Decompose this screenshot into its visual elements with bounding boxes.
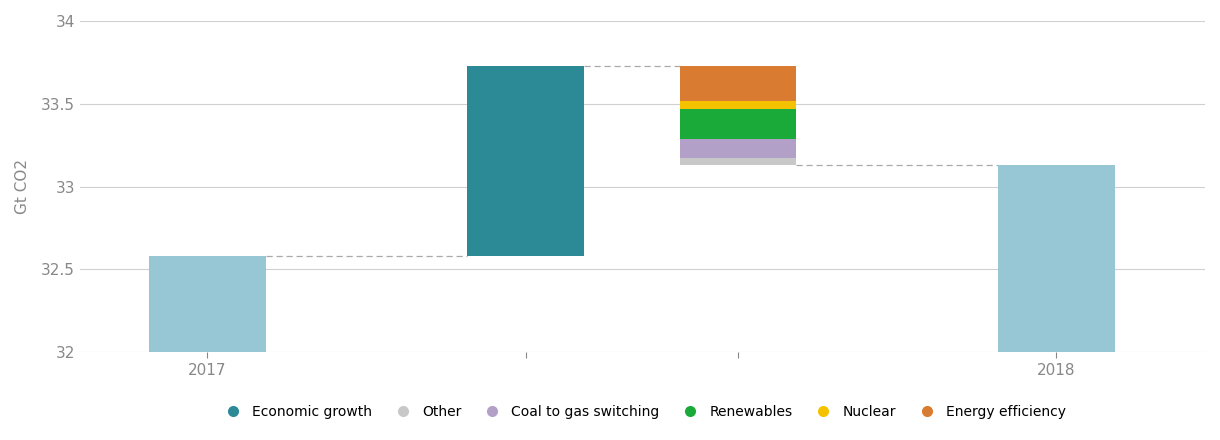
Legend: Economic growth, Other, Coal to gas switching, Renewables, Nuclear, Energy effic: Economic growth, Other, Coal to gas swit… — [214, 399, 1072, 424]
Bar — [467, 66, 584, 256]
Bar — [680, 158, 797, 165]
Bar — [680, 66, 797, 100]
Bar — [680, 100, 797, 109]
Bar — [998, 165, 1115, 352]
Bar — [149, 256, 266, 352]
Bar — [680, 109, 797, 139]
Y-axis label: Gt CO2: Gt CO2 — [15, 159, 30, 214]
Bar — [680, 139, 797, 158]
